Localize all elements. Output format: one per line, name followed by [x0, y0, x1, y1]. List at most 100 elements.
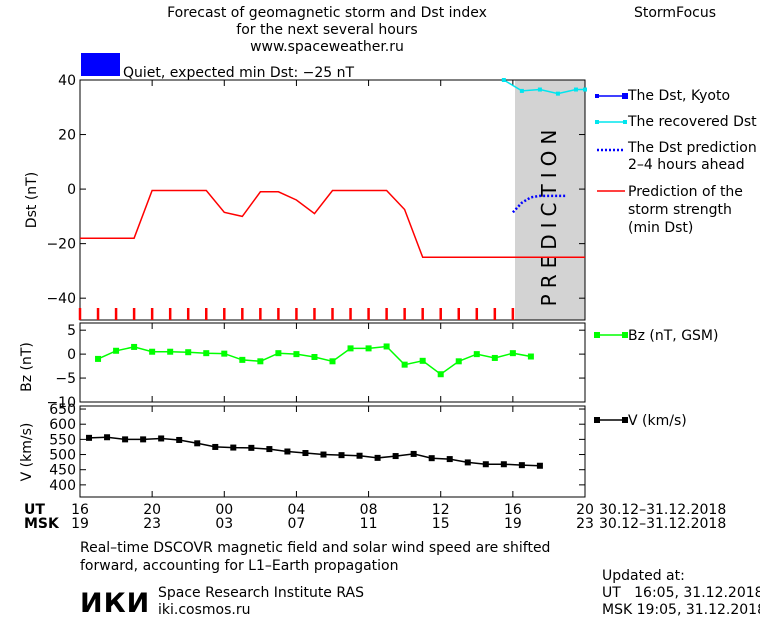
- bz-point: [257, 358, 264, 365]
- bz-point: [347, 345, 354, 352]
- v-ytick-label: 450: [49, 463, 76, 479]
- status-text: Quiet, expected min Dst: −25 nT: [123, 65, 355, 81]
- legend-v-marker: [622, 417, 628, 423]
- institute-site: iki.cosmos.ru: [158, 602, 250, 618]
- msk-tick-label: 23: [143, 516, 161, 532]
- v-point: [392, 453, 399, 460]
- bz-point: [167, 348, 174, 355]
- ut-date-range: 30.12–31.12.2018: [599, 502, 726, 518]
- bz-point: [275, 350, 282, 357]
- prediction-zone: [515, 80, 585, 320]
- updated-msk: MSK 19:05, 31.12.2018: [602, 602, 760, 618]
- v-point: [266, 446, 273, 453]
- legend-storm-line-3: (min Dst): [628, 220, 693, 236]
- v-point: [518, 462, 525, 469]
- chart-title-line-2: for the next several hours: [236, 22, 417, 38]
- ut-tick-label: 20: [143, 502, 161, 518]
- v-point: [320, 451, 327, 458]
- prediction-label: PREDICTION: [537, 124, 561, 307]
- ut-tick-label: 16: [504, 502, 522, 518]
- legend-dst-kyoto-marker: [595, 94, 599, 98]
- v-point: [482, 461, 489, 468]
- v-point: [428, 455, 435, 462]
- bz-point: [95, 355, 102, 362]
- msk-date-range: 30.12–31.12.2018: [599, 516, 726, 532]
- recovered-dst-point: [573, 87, 578, 92]
- v-panel: V (km/s): [19, 405, 586, 498]
- v-ytick-label: 500: [49, 448, 76, 464]
- v-point: [122, 436, 129, 443]
- legend-v: V (km/s): [628, 413, 687, 429]
- v-panel-frame: [79, 405, 586, 498]
- chart-title-line-3: www.spaceweather.ru: [250, 39, 404, 55]
- legend-bz: Bz (nT, GSM): [628, 328, 718, 344]
- v-ytick-label: 550: [49, 432, 76, 448]
- ut-tick-label: 04: [288, 502, 306, 518]
- v-point: [536, 462, 543, 469]
- bz-point: [293, 351, 300, 358]
- bz-point: [473, 351, 480, 358]
- bz-point: [455, 358, 462, 365]
- recovered-dst-point: [555, 91, 560, 96]
- bz-point: [131, 343, 138, 350]
- bz-axis-label: Bz (nT): [19, 342, 35, 392]
- v-ytick-label: 600: [49, 417, 76, 433]
- dst-axis-label: Dst (nT): [24, 172, 40, 228]
- ut-tick-label: 20: [576, 502, 594, 518]
- v-ytick-label: 650: [49, 402, 76, 418]
- bz-point: [509, 350, 516, 357]
- dst-panel-frame: [79, 79, 586, 321]
- bz-line: [97, 345, 532, 376]
- bz-point: [527, 353, 534, 360]
- brand-label: StormFocus: [634, 5, 716, 21]
- msk-axis-label: MSK: [24, 516, 60, 532]
- msk-tick-label: 07: [288, 516, 306, 532]
- v-point: [104, 434, 111, 441]
- v-point: [194, 440, 201, 447]
- v-point: [374, 454, 381, 461]
- bz-point: [221, 350, 228, 357]
- dst-ytick-label: −40: [46, 291, 76, 307]
- v-point: [158, 435, 165, 442]
- bz-ytick-label: −10: [46, 395, 76, 411]
- ut-tick-label: 16: [71, 502, 89, 518]
- bz-point: [329, 358, 336, 365]
- v-point: [500, 461, 507, 468]
- legend-layer: The Dst, Kyoto The recovered Dst The Dst p…: [594, 88, 757, 429]
- bz-panel: Bz (nT): [19, 322, 586, 403]
- v-point: [230, 444, 237, 451]
- storm-strength-line: [80, 189, 585, 259]
- dst-ytick-label: 40: [58, 73, 76, 89]
- legend-recovered-marker: [623, 120, 627, 124]
- v-point: [212, 443, 219, 450]
- msk-tick-label: 23: [576, 516, 594, 532]
- legend-dst-kyoto: The Dst, Kyoto: [627, 88, 730, 104]
- bz-ytick-label: 5: [67, 323, 76, 339]
- legend-bz-marker: [594, 332, 600, 338]
- updated-ut: UT 16:05, 31.12.2018: [602, 585, 760, 601]
- bz-panel-frame: [79, 322, 586, 403]
- v-line: [88, 436, 540, 467]
- bz-point: [491, 354, 498, 361]
- iki-logo: ИКИ: [80, 588, 150, 619]
- v-axis-label: V (km/s): [19, 423, 35, 482]
- legend-dst-kyoto-marker: [622, 93, 628, 99]
- legend-prediction-line-2: 2–4 hours ahead: [628, 157, 745, 173]
- v-point: [338, 452, 345, 459]
- recovered-dst-point: [519, 88, 524, 93]
- bz-point: [401, 361, 408, 368]
- institute-name: Space Research Institute RAS: [158, 585, 364, 601]
- v-point: [248, 444, 255, 451]
- recovered-dst-point: [583, 87, 587, 92]
- msk-tick-label: 19: [71, 516, 89, 532]
- dst-ytick-label: −20: [46, 237, 76, 253]
- legend-storm-line-1: Prediction of the: [628, 184, 743, 200]
- ut-tick-label: 12: [432, 502, 450, 518]
- ut-tick-label: 08: [360, 502, 378, 518]
- legend-storm-line-2: storm strength: [628, 202, 732, 218]
- bz-point: [185, 349, 192, 356]
- updated-label: Updated at:: [602, 568, 685, 584]
- dst-panel: PREDICTION Dst (nT): [24, 79, 586, 321]
- bz-point: [311, 353, 318, 360]
